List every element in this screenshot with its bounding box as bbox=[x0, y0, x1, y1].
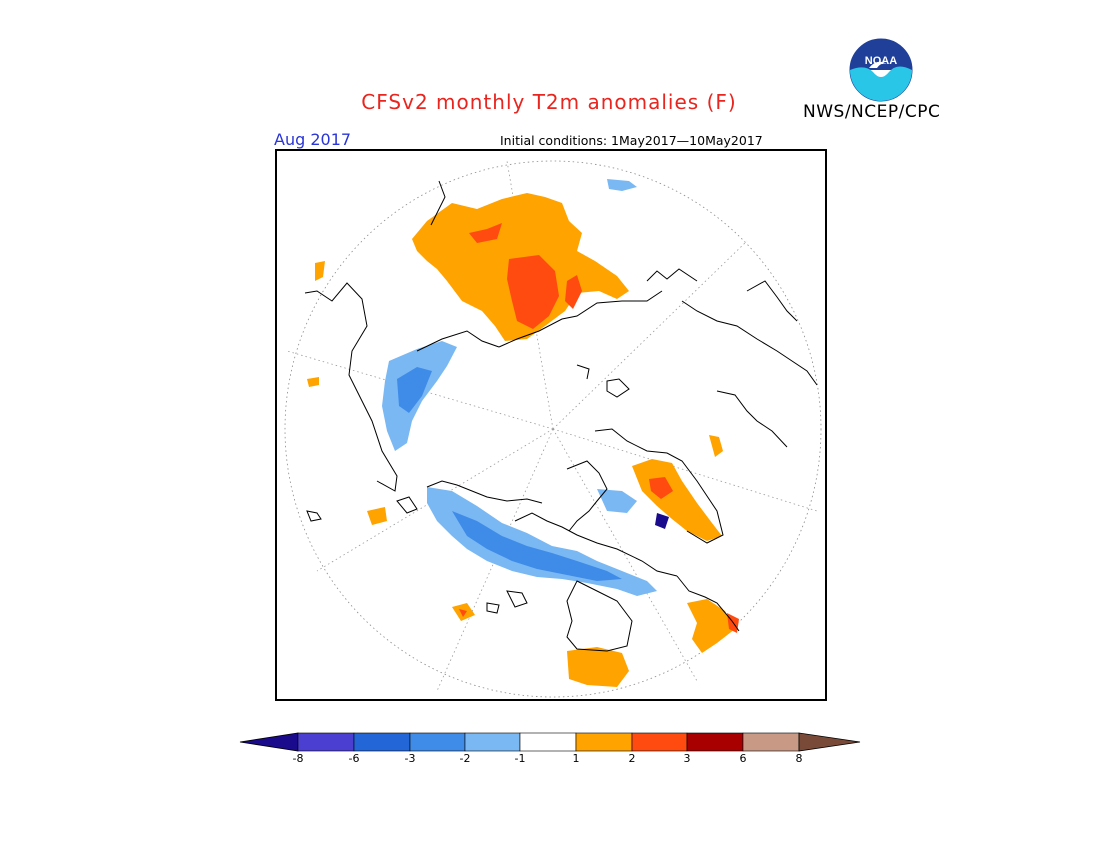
legend-tick-label: 8 bbox=[795, 752, 803, 765]
noaa-logo: NOAA bbox=[849, 38, 913, 102]
legend-swatch bbox=[631, 732, 688, 752]
legend-swatch bbox=[464, 732, 521, 752]
legend-swatch bbox=[575, 732, 633, 752]
legend-tick-label: -2 bbox=[459, 752, 471, 765]
legend-tick-label: -6 bbox=[348, 752, 360, 765]
valid-month-label: Aug 2017 bbox=[274, 130, 352, 149]
polar-map bbox=[284, 160, 822, 698]
legend-swatch bbox=[409, 732, 466, 752]
warm-anomaly-asia bbox=[412, 179, 637, 341]
legend-tick-label: -8 bbox=[292, 752, 304, 765]
legend-tick-label: 1 bbox=[572, 752, 580, 765]
legend-swatch bbox=[353, 732, 411, 752]
graticule bbox=[286, 160, 818, 692]
legend-swatch bbox=[742, 732, 800, 752]
cool-anomaly-siberia bbox=[427, 487, 657, 596]
agency-label: NWS/NCEP/CPC bbox=[803, 102, 941, 122]
legend-swatch bbox=[519, 732, 577, 752]
legend-tick-label: 3 bbox=[683, 752, 691, 765]
coastlines bbox=[304, 180, 818, 652]
legend-tick-label: -3 bbox=[404, 752, 416, 765]
logo-text: NOAA bbox=[865, 55, 897, 67]
legend-tick-label: 2 bbox=[628, 752, 636, 765]
map-frame bbox=[275, 149, 827, 701]
cool-anomaly-northamerica bbox=[382, 341, 457, 451]
legend-swatch bbox=[297, 732, 355, 752]
legend-swatch-above-max bbox=[798, 732, 861, 752]
chart-title: CFSv2 monthly T2m anomalies (F) bbox=[361, 90, 737, 114]
legend-tick-label: 6 bbox=[739, 752, 747, 765]
legend-swatch-below-min bbox=[239, 732, 299, 752]
legend-colorbar bbox=[230, 725, 870, 759]
projection-boundary bbox=[284, 160, 822, 698]
legend-tick-label: -1 bbox=[514, 752, 526, 765]
warm-anomaly-atlantic bbox=[632, 435, 723, 541]
legend-swatch bbox=[686, 732, 744, 752]
initial-conditions-label: Initial conditions: 1May2017—10May2017 bbox=[500, 133, 763, 148]
